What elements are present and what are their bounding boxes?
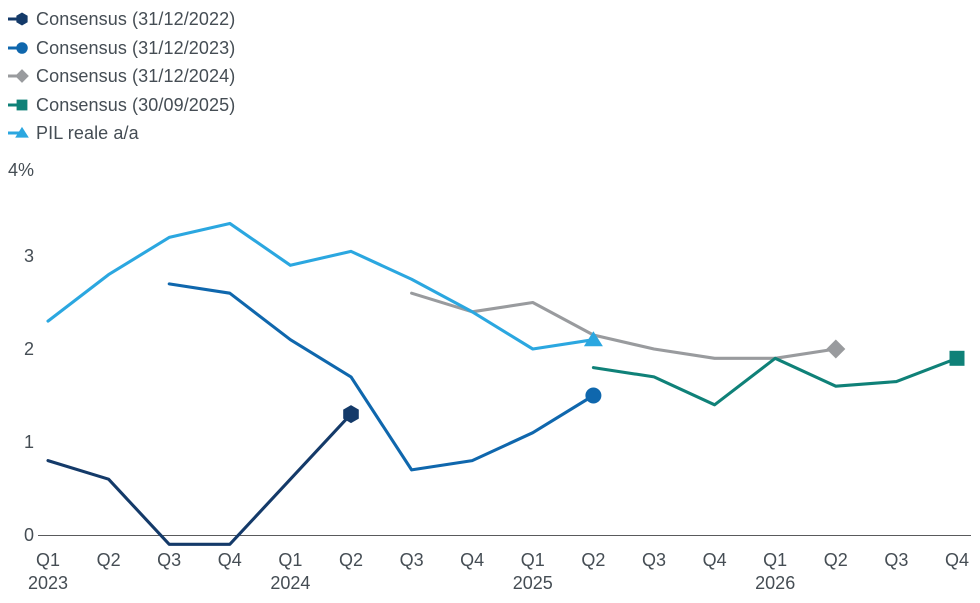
x-tick-label-q4-11: Q4 (702, 550, 727, 570)
series-line-consensus-31-12-2023 (167, 282, 595, 472)
x-year-label-2025: 2025 (512, 573, 553, 593)
x-tick-label-q3-10: Q3 (641, 550, 666, 570)
x-tick-label-q1-12: Q1 (763, 550, 788, 570)
legend-label: PIL reale a/a (36, 123, 139, 143)
x-tick-label-q1-0: Q1 (35, 550, 60, 570)
series-line-consensus-31-12-2024 (410, 291, 838, 360)
series-line-consensus-30-09-2025 (591, 356, 959, 407)
legend-item-consensus-31-12-2022: Consensus (31/12/2022) (8, 10, 235, 28)
legend-item-pil-reale-a-a: PIL reale a/a (8, 124, 235, 142)
series-endpoint-circle-marker-consensus-31-12-2023 (585, 387, 602, 404)
x-tick-label-q3-14: Q3 (884, 550, 909, 570)
x-tick-label-q4-15: Q4 (944, 550, 969, 570)
series-endpoint-hexagon-marker-consensus-31-12-2022 (343, 405, 359, 424)
y-tick-label-1: 1 (23, 432, 34, 452)
y-tick-label-3: 3 (23, 246, 34, 266)
x-tick-label-q2-13: Q2 (823, 550, 848, 570)
legend-label: Consensus (30/09/2025) (36, 94, 236, 115)
x-tick-label-q4-7: Q4 (460, 550, 485, 570)
legend-label: Consensus (31/12/2022) (36, 9, 236, 29)
circle-marker-icon (8, 41, 28, 54)
x-tick-label-q1-4: Q1 (278, 550, 303, 570)
hexagon-marker-icon (8, 12, 28, 26)
x-tick-label-q2-9: Q2 (581, 550, 606, 570)
legend-label: Consensus (31/12/2024) (36, 66, 236, 86)
x-year-label-2026: 2026 (755, 573, 796, 593)
square-marker-icon (8, 99, 28, 110)
x-year-label-2024: 2024 (270, 573, 311, 593)
series-line-consensus-31-12-2022 (46, 412, 353, 546)
series-line-pil-reale-a-a (46, 221, 595, 351)
y-tick-label-0: 0 (23, 525, 34, 545)
x-tick-label-q1-8: Q1 (520, 550, 545, 570)
triangle-marker-icon (8, 126, 29, 138)
diamond-marker-icon (8, 69, 29, 83)
x-tick-label-q2-5: Q2 (338, 550, 363, 570)
x-tick-label-q4-3: Q4 (217, 550, 242, 570)
x-tick-label-q3-2: Q3 (157, 550, 182, 570)
legend-label: Consensus (31/12/2023) (36, 37, 236, 58)
legend-item-consensus-31-12-2024: Consensus (31/12/2024) (8, 67, 235, 85)
x-tick-label-q3-6: Q3 (399, 550, 424, 570)
y-tick-label-2: 2 (23, 339, 34, 359)
x-year-label-2023: 2023 (27, 573, 69, 593)
series-endpoint-square-marker-consensus-30-09-2025 (949, 350, 965, 366)
y-axis-top-label: 4% (8, 160, 35, 180)
legend-item-consensus-31-12-2023: Consensus (31/12/2023) (8, 39, 235, 57)
x-tick-label-q2-1: Q2 (96, 550, 121, 570)
series-endpoint-triangle-marker-pil-reale-a-a (583, 331, 603, 347)
chart-legend: Consensus (31/12/2022) Consensus (31/12/2… (8, 10, 235, 142)
legend-item-consensus-30-09-2025: Consensus (30/09/2025) (8, 96, 235, 114)
series-endpoint-diamond-marker-consensus-31-12-2024 (826, 339, 846, 359)
